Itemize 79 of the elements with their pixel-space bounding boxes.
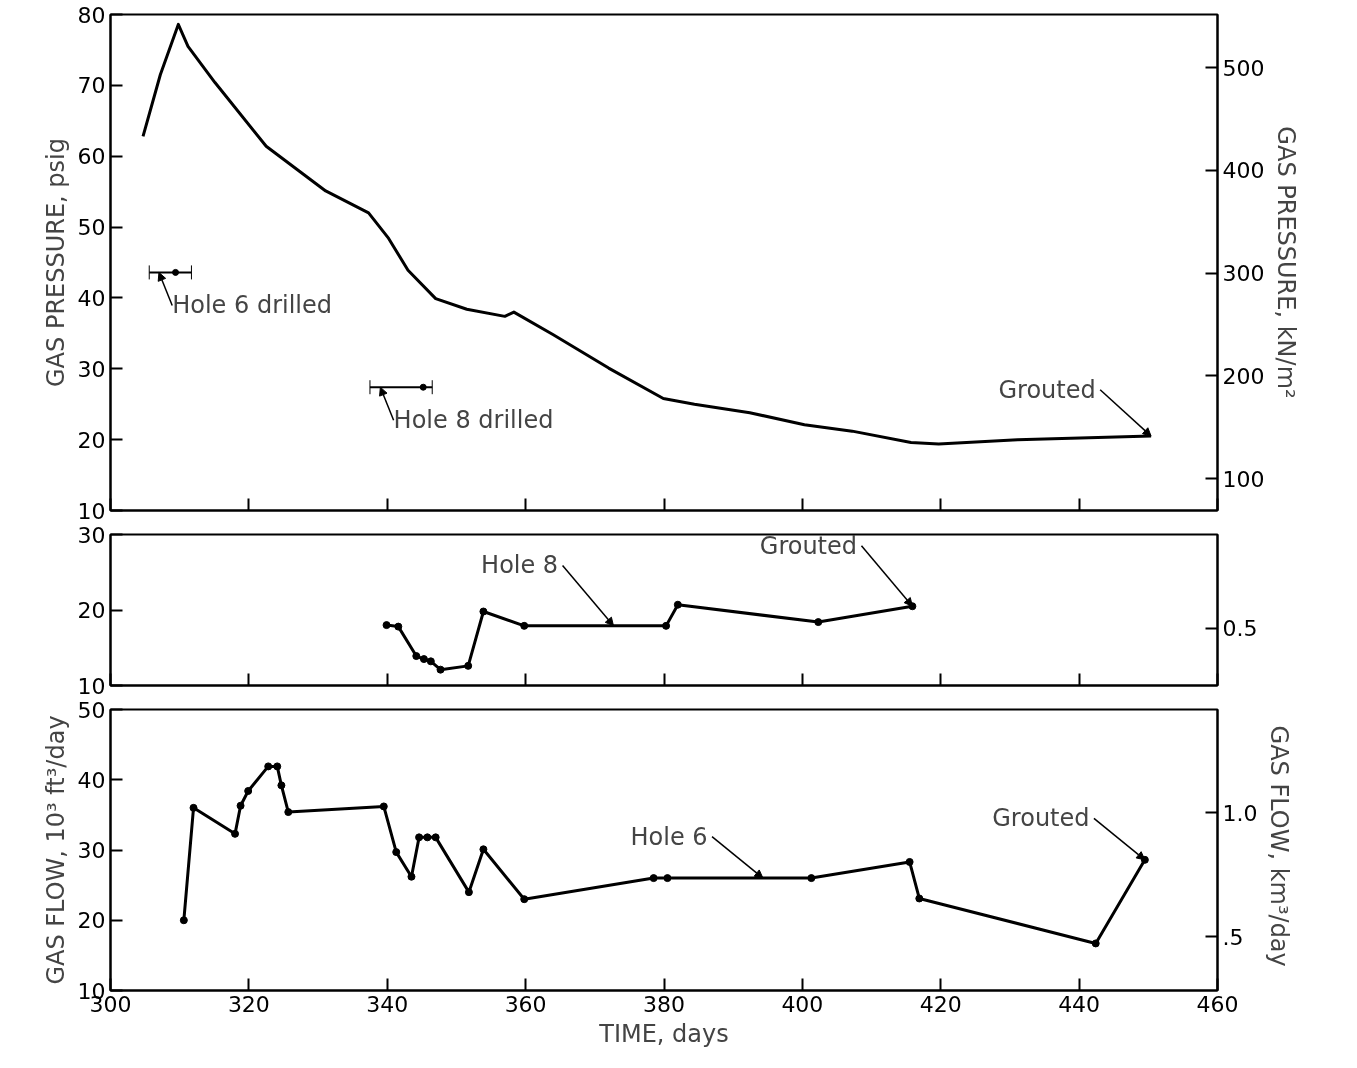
point: [520, 621, 529, 630]
y-axis-title: GAS PRESSURE, psig: [41, 138, 70, 387]
y-tick-label: 20: [77, 598, 106, 623]
x-tick-label: 440: [1058, 991, 1101, 1017]
point: [277, 781, 286, 790]
point: [426, 657, 435, 666]
y-tick-label: 50: [77, 697, 106, 723]
y-tick-label: 50: [77, 215, 106, 241]
point: [382, 621, 391, 630]
point: [407, 872, 416, 881]
point: [284, 808, 293, 817]
y-tick-label: 20: [77, 427, 106, 453]
point: [412, 652, 421, 661]
y-tick-label: 30: [77, 356, 106, 382]
x-tick-label: 380: [643, 991, 685, 1017]
annotation: Hole 6 drilled: [172, 291, 333, 320]
point: [394, 622, 403, 631]
text: 0.5: [1222, 616, 1258, 642]
y-tick-label: 40: [77, 285, 106, 311]
x-axis-title: TIME, days: [598, 1019, 729, 1048]
point: [915, 894, 924, 903]
y2-axis-title: GAS PRESSURE, kN/m²: [1272, 126, 1301, 399]
x-tick-label: 400: [781, 991, 824, 1017]
annotation: Hole 8 drilled: [393, 406, 554, 435]
point: [663, 874, 672, 883]
x-tick-label: 420: [919, 991, 962, 1017]
point: [264, 762, 273, 771]
x-tick-label: 340: [366, 991, 409, 1017]
y2-tick-label: 400: [1222, 158, 1265, 184]
point: [379, 802, 388, 811]
y-axis-title: GAS FLOW, 10³ ft³/day: [41, 715, 70, 985]
point: [1091, 939, 1100, 948]
annotation: Grouted: [998, 375, 1096, 404]
point: [244, 787, 253, 795]
y2-tick-label: 1.0: [1222, 800, 1258, 826]
point: [392, 848, 401, 857]
y-tick-label: 70: [77, 73, 106, 99]
y2-tick-label: 500: [1222, 55, 1265, 81]
x-tick-label: 460: [1196, 991, 1239, 1017]
point: [423, 833, 432, 842]
point: [807, 874, 816, 883]
point: [236, 801, 245, 810]
y2-tick-label: .5: [1222, 924, 1244, 950]
annotation: Hole 8: [481, 551, 559, 580]
y-tick-label: 20: [77, 908, 106, 934]
annotation: Hole 6: [630, 822, 708, 851]
point: [673, 600, 682, 609]
x-tick-label: 360: [504, 991, 547, 1017]
y2-tick-label: 100: [1222, 466, 1265, 492]
point: [649, 874, 658, 883]
y2-tick-label: 200: [1222, 363, 1265, 389]
point: [479, 845, 488, 854]
y-tick-label: 30: [77, 838, 106, 863]
y-tick-label: 60: [77, 144, 106, 170]
point: [814, 618, 823, 627]
point: [464, 888, 473, 897]
point: [231, 829, 240, 838]
point: [415, 833, 424, 842]
point: [662, 621, 671, 630]
annotation: Grouted: [759, 531, 858, 560]
point: [419, 655, 428, 664]
y-tick-label: 10: [77, 673, 106, 699]
y-tick-label: 80: [77, 2, 106, 28]
point: [479, 607, 488, 616]
point: [436, 665, 445, 674]
point: [189, 803, 198, 812]
point: [905, 857, 914, 866]
annotation: Grouted: [992, 804, 1090, 833]
point: [179, 916, 188, 925]
point: [431, 833, 440, 842]
x-tick-label: 320: [227, 991, 270, 1017]
y-tick-label: 10: [77, 498, 106, 524]
point: [464, 661, 473, 670]
y-tick-label: 30: [77, 522, 106, 548]
point: [273, 762, 282, 771]
y2-tick-label: 300: [1222, 261, 1265, 287]
y2-axis-title: GAS FLOW, km³/day: [1265, 725, 1294, 967]
y-tick-label: 40: [77, 767, 106, 793]
point: [520, 895, 529, 904]
